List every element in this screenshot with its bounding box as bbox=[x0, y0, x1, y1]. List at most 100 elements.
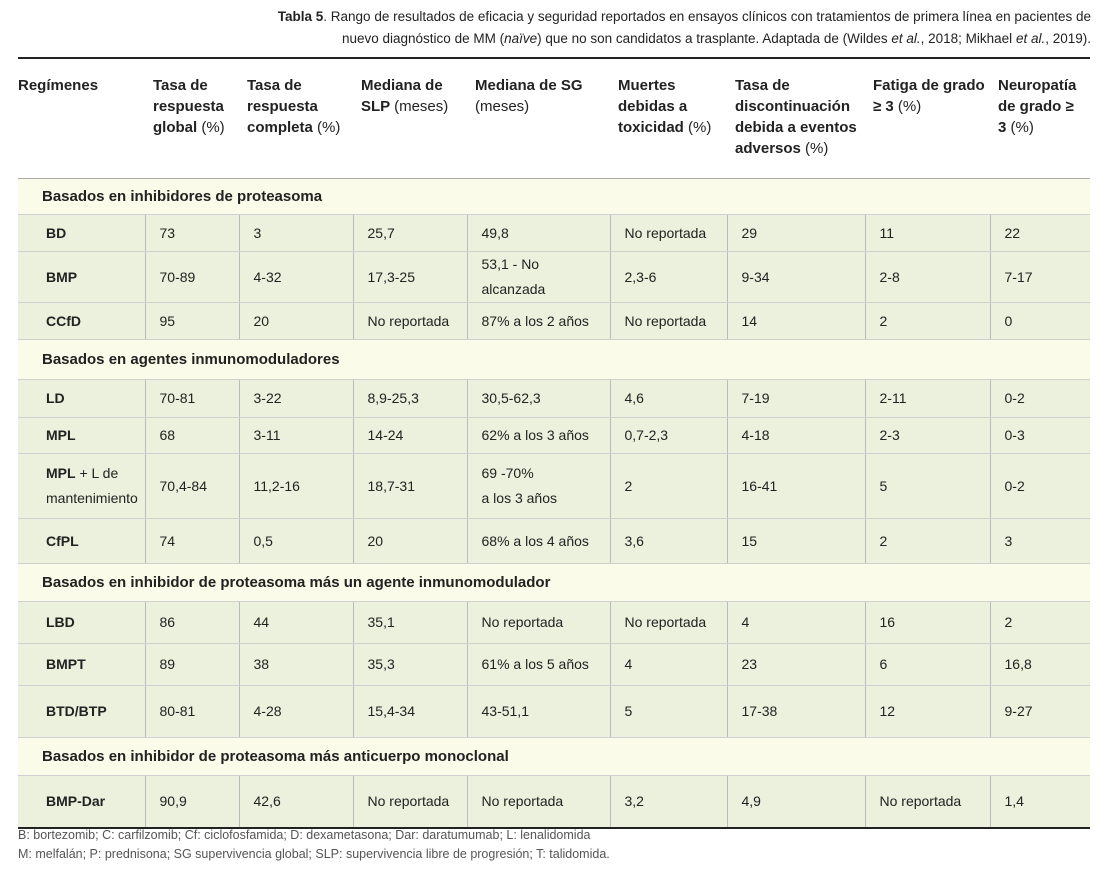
caption-text: naïve bbox=[504, 31, 538, 46]
regimen: CfPL bbox=[46, 532, 79, 549]
section-row: Basados en inhibidor de proteasoma más u… bbox=[18, 563, 1090, 602]
header-title: Tasa de respuesta completa bbox=[247, 77, 318, 136]
cell: 74 bbox=[144, 518, 239, 564]
regimen-cell: CCfD bbox=[18, 302, 145, 340]
header-unit: (%) bbox=[1010, 119, 1034, 136]
column-header: Neuropatía de grado ≥ 3 (%) bbox=[990, 58, 1090, 179]
regimen-cell: CfPL bbox=[18, 518, 145, 564]
cell: 12 bbox=[864, 685, 990, 738]
section-row: Basados en inhibidor de proteasoma más a… bbox=[18, 737, 1090, 776]
cell: 2 bbox=[864, 518, 990, 564]
cell: 16,8 bbox=[989, 643, 1090, 686]
data-row: MPL + L de mantenimiento 70,4-84 11,2-16 18… bbox=[18, 453, 1090, 519]
cell: 3,2 bbox=[609, 775, 727, 828]
cell: 3 bbox=[238, 214, 353, 252]
cell: 4-28 bbox=[238, 685, 353, 738]
header-title: Mediana de SG bbox=[475, 77, 583, 94]
cell: 7-19 bbox=[726, 379, 865, 418]
data-row: CCfD 95 20 No reportada 87% a los 2 años No r… bbox=[18, 302, 1090, 340]
cell: 70-89 bbox=[144, 251, 239, 303]
cell: 73 bbox=[144, 214, 239, 252]
caption: Tabla 5. Rango de resultados de eficacia… bbox=[276, 6, 1091, 50]
cell: 53,1 - No alcanzada bbox=[466, 251, 610, 303]
cell: No reportada bbox=[609, 302, 727, 340]
column-header: Tasa de respuesta completa (%) bbox=[239, 58, 353, 179]
regimen: MPL bbox=[46, 427, 76, 443]
regimen-cell: BMPT bbox=[18, 643, 145, 686]
cell: 2 bbox=[864, 302, 990, 340]
cell: 38 bbox=[238, 643, 353, 686]
header-unit: (meses) bbox=[394, 98, 449, 115]
header-unit: (%) bbox=[897, 98, 922, 115]
cell: 25,7 bbox=[352, 214, 467, 252]
caption-text: . Rango de resultados de eficacia y segu… bbox=[323, 9, 1091, 46]
cell: 68 bbox=[144, 417, 239, 454]
cell: 20 bbox=[238, 302, 353, 340]
cell: 95 bbox=[144, 302, 239, 340]
cell: 43-51,1 bbox=[466, 685, 610, 738]
cell: 11,2-16 bbox=[238, 453, 353, 519]
header-title: Tasa de respuesta global bbox=[153, 77, 224, 136]
column-header: Muertes debidas a toxicidad (%) bbox=[610, 58, 727, 179]
cell: 15,4-34 bbox=[352, 685, 467, 738]
cell: 22 bbox=[989, 214, 1090, 252]
cell: 20 bbox=[352, 518, 467, 564]
cell: 35,1 bbox=[352, 601, 467, 644]
cell: 4-18 bbox=[726, 417, 865, 454]
cell: No reportada bbox=[864, 775, 990, 828]
regimen: BMP-Dar bbox=[46, 792, 106, 809]
cell: 0-3 bbox=[989, 417, 1090, 454]
cell: 4,6 bbox=[609, 379, 727, 418]
column-header: Regímenes bbox=[18, 58, 145, 179]
cell: 5 bbox=[609, 685, 727, 738]
section-title: Basados en inhibidor de proteasoma más u… bbox=[18, 563, 1090, 602]
cell: 5 bbox=[864, 453, 990, 519]
column-header: Tasa de respuesta global (%) bbox=[145, 58, 239, 179]
cell: 3 bbox=[989, 518, 1090, 564]
cell: 3-22 bbox=[238, 379, 353, 418]
cell: No reportada bbox=[609, 214, 727, 252]
cell: 4 bbox=[726, 601, 865, 644]
cell: 2 bbox=[609, 453, 727, 519]
cell: 15 bbox=[726, 518, 865, 564]
cell: 1,4 bbox=[989, 775, 1090, 828]
caption-label: Tabla 5 bbox=[277, 9, 324, 24]
cell: 16 bbox=[864, 601, 990, 644]
data-row: BMPT 89 38 35,3 61% a los 5 años 4 23 6 16,8 bbox=[18, 643, 1090, 686]
cell: 8,9-25,3 bbox=[352, 379, 467, 418]
data-row: LD 70-81 3-22 8,9-25,3 30,5-62,3 4,6 7-19 2-11 0… bbox=[18, 379, 1090, 418]
header-title: Muertes debidas a toxicidad bbox=[618, 77, 688, 136]
cell: 17,3-25 bbox=[352, 251, 467, 303]
cell: 23 bbox=[726, 643, 865, 686]
section-row: Basados en agentes inmunomoduladores bbox=[18, 339, 1090, 380]
regimen: MPL bbox=[46, 465, 76, 481]
column-header: Tasa de discontinuación debida a eventos… bbox=[727, 58, 865, 179]
regimen: CCfD bbox=[46, 312, 81, 329]
data-row: LBD 86 44 35,1 No reportada No reportada 4 16 2 bbox=[18, 601, 1090, 644]
cell: 2-3 bbox=[864, 417, 990, 454]
regimen-cell: LBD bbox=[18, 601, 145, 644]
cell: 7-17 bbox=[989, 251, 1090, 303]
regimen-cell: MPL bbox=[18, 417, 145, 454]
cell: 4,9 bbox=[726, 775, 865, 828]
cell: 2,3-6 bbox=[609, 251, 727, 303]
cell: 30,5-62,3 bbox=[466, 379, 610, 418]
header-unit: (%) bbox=[688, 119, 712, 136]
cell: 89 bbox=[144, 643, 239, 686]
regimen: BTD/BTP bbox=[46, 703, 107, 719]
table: Regímenes Tasa de respuesta global (%) Tas… bbox=[18, 57, 1090, 829]
data-row: MPL 68 3-11 14-24 62% a los 3 años 0,7-2,3 4-1… bbox=[18, 417, 1090, 454]
cell: 4-32 bbox=[238, 251, 353, 303]
cell: 9-27 bbox=[989, 685, 1090, 738]
data-row: BMP-Dar 90,9 42,6 No reportada No reportada 3… bbox=[18, 775, 1090, 828]
cell: 68% a los 4 años bbox=[466, 518, 610, 564]
regimen-cell: BTD/BTP bbox=[18, 685, 145, 738]
cell: 9-34 bbox=[726, 251, 865, 303]
regimen-note: + L de mantenimiento bbox=[46, 465, 138, 506]
cell: 29 bbox=[726, 214, 865, 252]
footnotes: B: bortezomib; C: carfilzomib; Cf: ciclo… bbox=[18, 826, 610, 864]
cell: 61% a los 5 años bbox=[466, 643, 610, 686]
section-title: Basados en inhibidor de proteasoma más a… bbox=[18, 737, 1090, 776]
cell: 16-41 bbox=[726, 453, 865, 519]
cell: No reportada bbox=[466, 601, 610, 644]
